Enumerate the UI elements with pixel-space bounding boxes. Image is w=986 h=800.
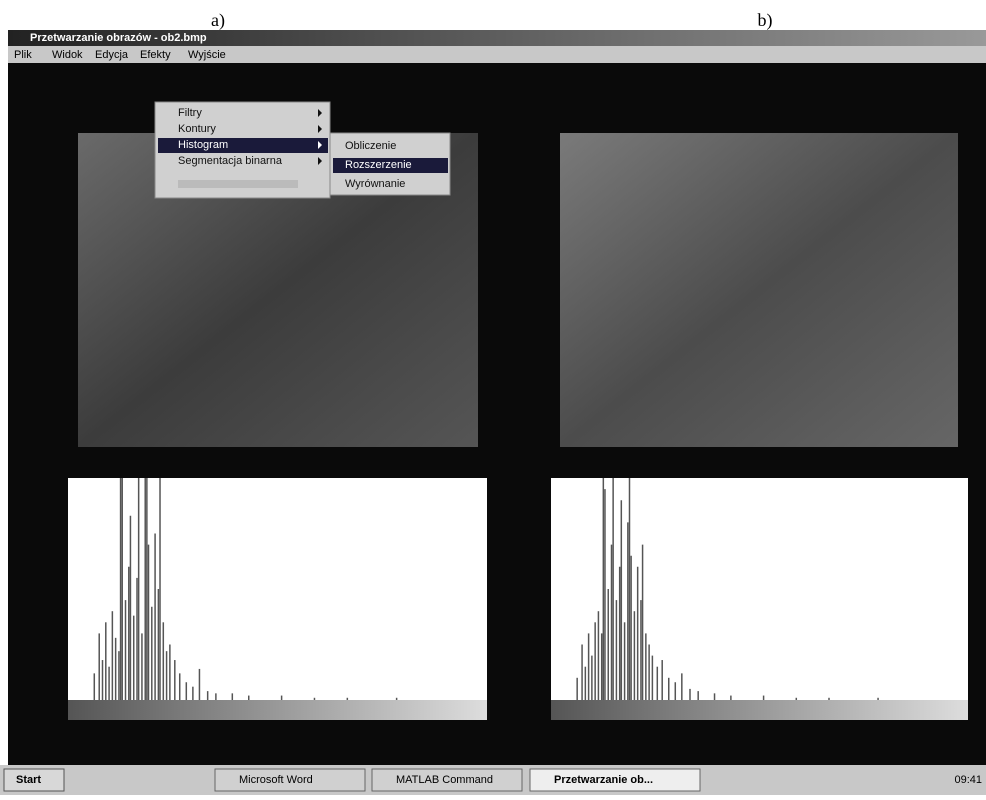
disabled-item xyxy=(178,180,298,188)
page: a) b) Przetwarzanie obrazów - ob2.bmp Pl… xyxy=(0,0,986,795)
start-label[interactable]: Start xyxy=(16,774,41,786)
clock: 09:41 xyxy=(954,774,982,786)
colorbar xyxy=(551,700,968,720)
submenu-item[interactable]: Obliczenie xyxy=(345,140,396,152)
image-stretched xyxy=(560,133,958,447)
colorbar xyxy=(68,700,487,720)
menu-item[interactable]: Edycja xyxy=(95,49,129,61)
dropdown-item[interactable]: Segmentacja binarna xyxy=(178,155,283,167)
dropdown-item[interactable]: Filtry xyxy=(178,107,202,119)
menu-item[interactable]: Plik xyxy=(14,49,32,61)
task-label[interactable]: MATLAB Command xyxy=(396,774,493,786)
dropdown-item[interactable]: Histogram xyxy=(178,139,228,151)
caption: a) xyxy=(211,10,225,31)
menu-item[interactable]: Efekty xyxy=(140,49,171,61)
task-label[interactable]: Przetwarzanie ob... xyxy=(554,774,653,786)
menu-item[interactable]: Wyjście xyxy=(188,49,226,61)
submenu-item[interactable]: Wyrównanie xyxy=(345,178,405,190)
window-title: Przetwarzanie obrazów - ob2.bmp xyxy=(30,32,207,44)
caption: b) xyxy=(758,10,773,31)
task-label[interactable]: Microsoft Word xyxy=(239,774,313,786)
menu-item[interactable]: Widok xyxy=(52,49,83,61)
submenu-item[interactable]: Rozszerzenie xyxy=(345,159,412,171)
dropdown-item[interactable]: Kontury xyxy=(178,123,216,135)
screenshot: a) b) Przetwarzanie obrazów - ob2.bmp Pl… xyxy=(0,0,986,795)
